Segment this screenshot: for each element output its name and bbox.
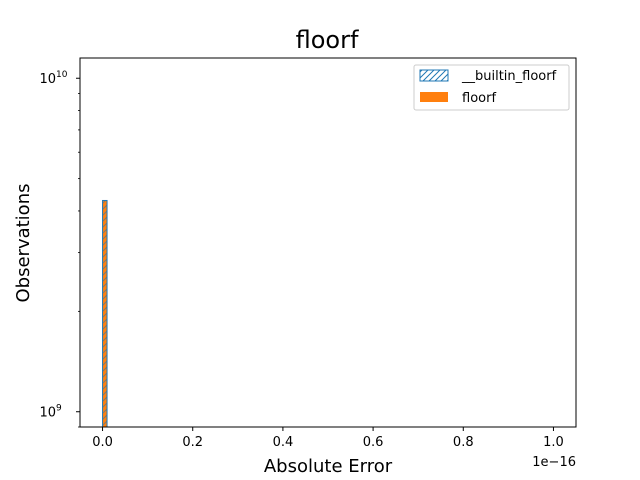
x-tick-label: 0.0: [92, 435, 113, 450]
y-axis-label: Observations: [13, 184, 34, 303]
x-tick-label: 0.4: [273, 435, 294, 450]
x-tick-label: 1.0: [543, 435, 564, 450]
y-tick-exponent: 9: [56, 404, 62, 414]
legend-frame: [413, 64, 570, 111]
y-tick-exponent: 10: [56, 70, 68, 80]
legend-label-floorf: floorf: [462, 91, 496, 106]
plot-area: [79, 57, 577, 428]
x-axis-ticks: 0.0 0.2 0.4 0.6 0.8 1.0: [92, 427, 564, 450]
y-tick-label: 10: [39, 406, 56, 421]
legend: __builtin_floorf floorf: [413, 64, 570, 111]
y-tick-label: 10: [39, 72, 56, 87]
legend-swatch-floorf: [420, 92, 448, 102]
x-axis-label: Absolute Error: [264, 456, 393, 477]
x-tick-label: 0.2: [182, 435, 203, 450]
x-tick-label: 0.6: [363, 435, 384, 450]
legend-label-builtin-floorf: __builtin_floorf: [461, 69, 557, 84]
bars-layer: [102, 199, 108, 428]
chart-title: floorf: [296, 26, 359, 54]
plot-frame: [79, 57, 577, 428]
bar-builtin-floorf-0: [102, 199, 108, 428]
x-tick-label: 0.8: [453, 435, 474, 450]
legend-swatch-builtin-floorf: [419, 69, 449, 82]
x-axis-offset: 1e−16: [532, 455, 576, 470]
